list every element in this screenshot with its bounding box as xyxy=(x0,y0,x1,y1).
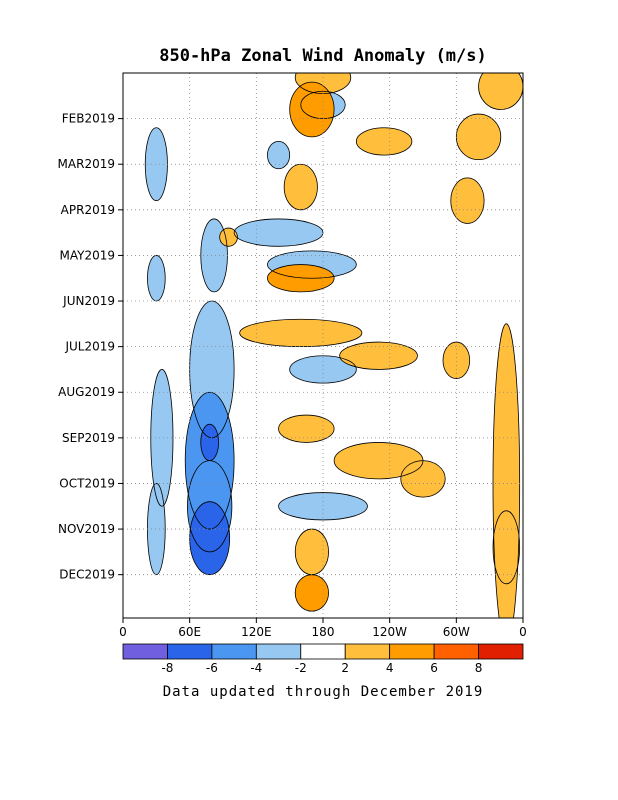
y-tick-label-10: DEC2019 xyxy=(59,568,115,582)
y-tick-label-1: MAR2019 xyxy=(58,157,115,171)
anomaly-contour-32 xyxy=(450,177,485,224)
anomaly-contour-12 xyxy=(289,355,357,384)
y-tick-label-0: FEB2019 xyxy=(62,112,115,126)
anomaly-region-8 xyxy=(189,501,230,575)
colorbar-label-4: 2 xyxy=(341,661,349,675)
anomaly-region-30 xyxy=(478,73,523,110)
anomaly-region-1 xyxy=(147,255,166,302)
anomaly-region-28 xyxy=(295,574,329,612)
anomaly-contour-22 xyxy=(339,341,418,370)
anomaly-region-21 xyxy=(239,319,362,347)
anomaly-contour-10 xyxy=(233,218,324,247)
anomaly-contour-21 xyxy=(239,318,363,348)
colorbar-swatch-4 xyxy=(300,643,346,660)
anomaly-contour-6 xyxy=(184,391,235,530)
anomaly-region-17 xyxy=(289,82,335,137)
anomaly-region-31 xyxy=(456,114,501,160)
colorbar-label-2: -4 xyxy=(250,661,262,675)
anomaly-region-29 xyxy=(356,127,412,156)
colorbar-swatch-6 xyxy=(389,643,435,660)
anomaly-contour-33 xyxy=(442,341,471,379)
colorbar-swatch-5 xyxy=(344,643,391,660)
colorbar-label-0: -8 xyxy=(161,661,173,675)
colorbar-label-1: -6 xyxy=(206,661,218,675)
anomaly-contour-20 xyxy=(219,227,238,247)
colorbar: -8 -6 -4 -2 2 4 6 8 xyxy=(122,643,524,675)
x-tick-label-6: 0 xyxy=(519,625,527,639)
anomaly-region-15 xyxy=(267,141,290,169)
x-tick-label-4: 120W xyxy=(372,625,407,639)
colorbar-swatch-2 xyxy=(211,643,257,660)
anomaly-region-24 xyxy=(334,442,423,479)
anomaly-region-0 xyxy=(145,127,168,201)
x-axis: 0 60E 120E 180 120W 60W 0 xyxy=(119,618,527,639)
y-axis: FEB2019 MAR2019 APR2019 MAY2019 JUN2019 JUL20… xyxy=(58,112,123,582)
anomaly-contour-18 xyxy=(283,163,318,211)
y-tick-label-4: JUN2019 xyxy=(62,294,115,308)
anomaly-region-25 xyxy=(400,460,446,498)
anomaly-region-34 xyxy=(295,529,329,575)
x-tick-label-2: 120E xyxy=(241,625,272,639)
y-tick-label-6: AUG2019 xyxy=(58,385,115,399)
anomaly-field xyxy=(145,73,523,618)
anomaly-region-20 xyxy=(219,228,238,247)
anomaly-region-22 xyxy=(339,342,418,370)
x-tick-label-5: 60W xyxy=(443,625,470,639)
y-tick-label-9: NOV2019 xyxy=(58,522,115,536)
colorbar-swatch-0 xyxy=(122,643,168,660)
anomaly-contour-25 xyxy=(400,460,446,498)
anomaly-contour-1 xyxy=(147,255,166,302)
anomaly-region-23 xyxy=(278,415,335,443)
colorbar-swatch-8 xyxy=(478,643,524,660)
colorbar-label-3: -2 xyxy=(295,661,307,675)
anomaly-region-13 xyxy=(278,492,368,520)
anomaly-contour-23 xyxy=(278,414,335,443)
anomaly-contour-17 xyxy=(289,81,335,138)
anomaly-region-9 xyxy=(200,424,219,461)
anomaly-contour-15 xyxy=(267,141,291,170)
colorbar-swatch-3 xyxy=(255,643,302,660)
colorbar-label-7: 8 xyxy=(475,661,483,675)
anomaly-contour-11 xyxy=(267,250,357,279)
colorbar-swatch-1 xyxy=(167,643,213,660)
anomaly-contour-8 xyxy=(189,501,231,576)
anomaly-contour-29 xyxy=(355,127,413,156)
y-tick-label-5: JUL2019 xyxy=(64,340,115,354)
colorbar-label-6: 6 xyxy=(430,661,438,675)
anomaly-contour-31 xyxy=(455,113,502,161)
x-tick-label-3: 180 xyxy=(312,625,335,639)
grid-lines xyxy=(123,73,523,618)
x-tick-label-0: 0 xyxy=(119,625,127,639)
anomaly-region-33 xyxy=(443,342,470,379)
anomaly-contour-9 xyxy=(200,423,219,462)
y-tick-label-2: APR2019 xyxy=(61,203,115,217)
anomaly-region-2 xyxy=(150,369,173,507)
anomaly-contour-27 xyxy=(492,510,521,585)
y-tick-label-3: MAY2019 xyxy=(60,248,116,262)
anomaly-contour-19 xyxy=(267,264,335,293)
anomaly-contour-13 xyxy=(278,492,368,521)
data-update-note: Data updated through December 2019 xyxy=(162,684,484,700)
y-tick-label-8: OCT2019 xyxy=(59,476,115,490)
y-tick-label-7: SEP2019 xyxy=(62,431,115,445)
anomaly-region-19 xyxy=(267,264,335,292)
chart-title: 850-hPa Zonal Wind Anomaly (m/s) xyxy=(159,46,487,66)
colorbar-label-5: 4 xyxy=(386,661,394,675)
anomaly-region-32 xyxy=(450,177,485,224)
anomaly-contour-2 xyxy=(150,369,174,507)
x-tick-label-1: 60E xyxy=(178,625,201,639)
anomaly-region-18 xyxy=(284,164,318,210)
colorbar-swatch-7 xyxy=(433,643,479,660)
